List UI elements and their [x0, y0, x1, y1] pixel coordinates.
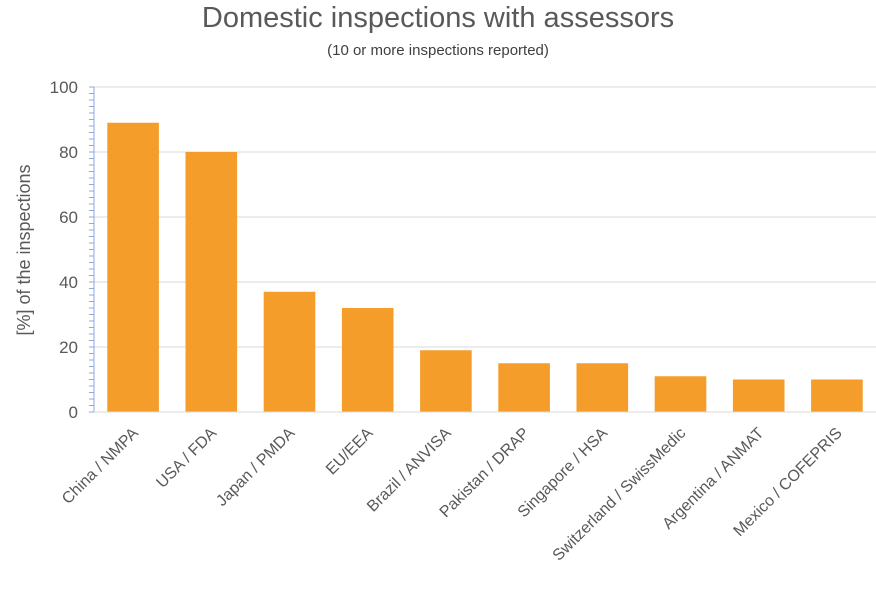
bar-3 — [341, 308, 394, 412]
y-tick-label: 20 — [59, 338, 78, 357]
x-tick-label: EU/EEA — [323, 425, 377, 479]
axes — [89, 86, 876, 413]
bar-4 — [420, 350, 472, 412]
bar-5 — [498, 363, 550, 412]
x-tick-label: Switzerland / SwissMedic — [550, 425, 690, 565]
y-axis-title: [%] of the inspections — [14, 164, 34, 335]
bar-0 — [107, 122, 159, 412]
chart-subtitle: (10 or more inspections reported) — [327, 42, 549, 59]
bar-8 — [732, 379, 785, 412]
y-tick-label: 100 — [50, 78, 78, 97]
chart-title: Domestic inspections with assessors — [201, 2, 675, 34]
y-tick-label: 40 — [59, 273, 78, 292]
bar-2 — [263, 291, 316, 412]
bars — [107, 122, 863, 412]
bar-6 — [576, 363, 629, 412]
y-tick-label: 80 — [59, 143, 78, 162]
bar-1 — [185, 152, 238, 412]
x-tick-label: Japan / PMDA — [213, 425, 298, 510]
y-tick-label: 60 — [59, 208, 78, 227]
x-tick-label: USA / FDA — [153, 425, 220, 492]
y-tick-label: 0 — [69, 403, 78, 422]
bar-9 — [811, 379, 863, 412]
x-tick-label: Brazil / ANVISA — [364, 425, 455, 516]
x-tick-label: China / NMPA — [59, 425, 142, 508]
bar-7 — [654, 376, 707, 412]
